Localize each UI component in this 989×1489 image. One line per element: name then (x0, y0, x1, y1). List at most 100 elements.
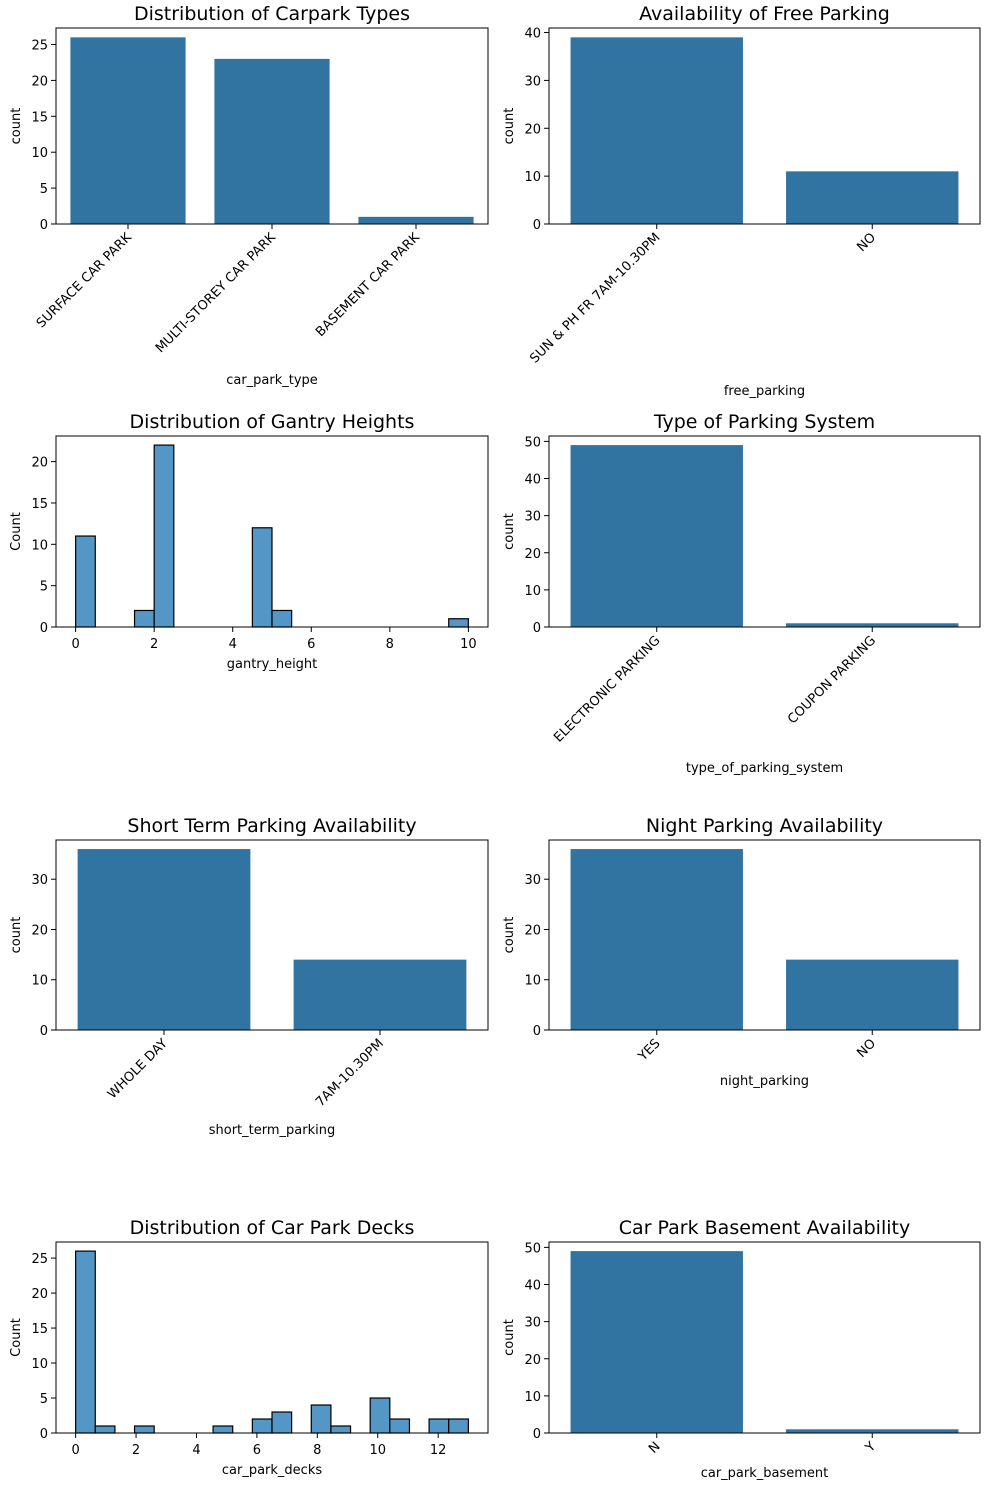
x-axis-label: car_park_decks (222, 1463, 322, 1478)
y-tick-label: 30 (524, 510, 541, 525)
x-axis-label: type_of_parking_system (686, 761, 843, 776)
subplot-2: Availability of Free Parking 0 10 20 30 40 SUN… (502, 3, 981, 399)
y-tick-label: 30 (524, 1316, 541, 1331)
bar (77, 849, 251, 1030)
x-tick-label: NO (854, 1036, 879, 1061)
y-tick-label: 15 (31, 110, 48, 125)
histogram-bar (448, 618, 469, 628)
y-tick-label: 20 (524, 1353, 541, 1368)
y-tick-label: 0 (40, 1024, 48, 1039)
subplot-5: Short Term Parking Availability 0 10 20 30 WH… (9, 815, 489, 1138)
y-axis-label: Count (9, 512, 24, 551)
subplot-3: Distribution of Gantry Heights 0 5 10 15 20 0 2… (9, 411, 489, 672)
y-axis-label: count (9, 917, 24, 954)
y-tick-label: 20 (31, 456, 48, 471)
histogram-bar (153, 444, 175, 628)
y-tick-label: 50 (524, 1241, 541, 1256)
histogram-bar (448, 1418, 469, 1434)
y-tick-label: 5 (40, 182, 48, 197)
bar (358, 216, 474, 224)
axes-frame (548, 435, 981, 628)
y-tick-label: 0 (40, 218, 48, 233)
y-tick-label: 25 (31, 1252, 48, 1267)
y-tick-label: 40 (524, 473, 541, 488)
bar (570, 445, 743, 627)
y-tick-label: 20 (31, 923, 48, 938)
histogram-bar (133, 609, 155, 628)
y-tick-label: 10 (31, 538, 48, 553)
x-tick-label: SURFACE CAR PARK (34, 230, 135, 331)
y-tick-label: 0 (40, 621, 48, 636)
y-tick-label: 0 (40, 1427, 48, 1442)
y-axis-label: count (502, 513, 517, 550)
bar (786, 171, 959, 224)
y-tick-label: 5 (40, 580, 48, 595)
histogram-bar (133, 1425, 155, 1434)
y-tick-label: 15 (31, 1322, 48, 1337)
subplot-title: Distribution of Car Park Decks (130, 1217, 415, 1239)
axes-frame (55, 839, 489, 1031)
y-tick-label: 20 (524, 923, 541, 938)
bar (293, 959, 467, 1030)
x-axis-label: car_park_type (226, 373, 318, 388)
y-tick-label: 40 (524, 27, 541, 42)
x-tick-label: 2 (132, 1443, 140, 1458)
x-tick-label: Y (862, 1439, 879, 1456)
y-axis-label: count (9, 108, 24, 145)
y-tick-label: 40 (524, 1279, 541, 1294)
x-tick-label: YES (635, 1036, 664, 1065)
y-axis-label: count (502, 108, 517, 145)
bar (570, 37, 743, 225)
histogram-bar (271, 1411, 293, 1434)
y-tick-label: 30 (31, 873, 48, 888)
y-axis-label: count (502, 1319, 517, 1356)
bar (786, 1429, 959, 1433)
x-tick-label: 10 (369, 1443, 386, 1458)
axes-frame (548, 27, 981, 225)
subplot-title: Car Park Basement Availability (619, 1217, 910, 1239)
y-tick-label: 10 (524, 170, 541, 185)
x-tick-label: SUN & PH FR 7AM-10.30PM (527, 230, 663, 366)
y-tick-label: 15 (31, 497, 48, 512)
x-tick-label: 4 (192, 1443, 200, 1458)
histogram-bar (212, 1425, 234, 1434)
x-tick-label: 12 (430, 1443, 447, 1458)
x-axis-label: car_park_basement (701, 1466, 829, 1481)
x-tick-label: WHOLE DAY (105, 1036, 171, 1102)
y-tick-label: 0 (533, 1024, 541, 1039)
histogram-bar (75, 1250, 96, 1434)
axes-frame (548, 839, 981, 1031)
x-tick-label: 0 (71, 1443, 79, 1458)
histogram-bar (330, 1425, 352, 1434)
y-tick-label: 20 (524, 547, 541, 562)
subplot-6: Night Parking Availability 0 10 20 30 YES NO ni… (502, 815, 981, 1089)
histogram-bar (251, 1418, 273, 1434)
y-tick-label: 10 (31, 1357, 48, 1372)
x-tick-label: 10 (460, 637, 477, 652)
subplot-title: Distribution of Gantry Heights (130, 411, 415, 433)
y-tick-label: 10 (31, 146, 48, 161)
y-tick-label: 20 (31, 1287, 48, 1302)
y-tick-label: 30 (524, 74, 541, 89)
y-tick-label: 10 (31, 974, 48, 989)
bar (570, 1251, 743, 1433)
y-tick-label: 30 (524, 873, 541, 888)
x-tick-label: BASEMENT CAR PARK (313, 230, 423, 340)
y-axis-label: count (502, 917, 517, 954)
x-axis-label: short_term_parking (209, 1123, 335, 1138)
y-tick-label: 20 (31, 74, 48, 89)
y-tick-label: 5 (40, 1392, 48, 1407)
x-tick-label: MULTI-STOREY CAR PARK (153, 230, 279, 356)
axes-frame (55, 435, 489, 628)
x-tick-label: N (646, 1439, 663, 1456)
histogram-bar (310, 1404, 332, 1434)
x-tick-label: 0 (71, 637, 79, 652)
y-tick-label: 25 (31, 39, 48, 54)
histogram-bar (271, 609, 293, 628)
y-axis-label: Count (9, 1318, 24, 1357)
bar (786, 959, 959, 1030)
subplot-4: Type of Parking System 0 10 20 30 40 50 ELECTRO… (502, 411, 981, 776)
histogram-bar (251, 527, 273, 628)
y-tick-label: 10 (524, 584, 541, 599)
